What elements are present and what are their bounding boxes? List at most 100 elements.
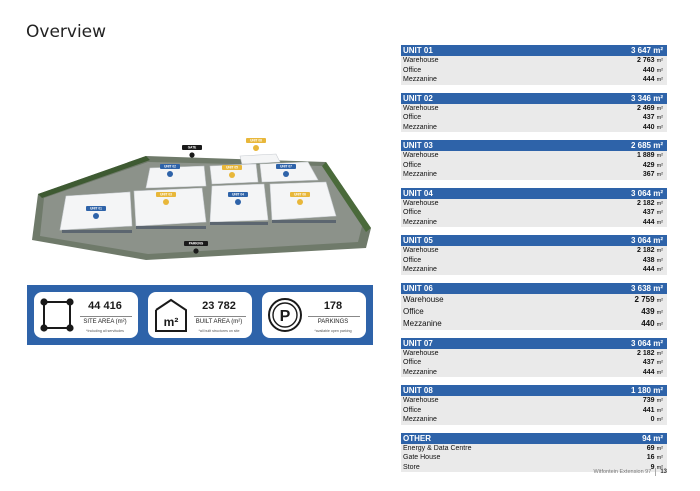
divider (194, 316, 246, 317)
unit-card-04: UNIT 04 3 064 m² Warehouse 2 182 m² Office 4… (401, 187, 667, 227)
unit-row: Gate House 16 m² (401, 453, 667, 463)
unit-name: UNIT 04 (403, 188, 433, 198)
unit-total: 1 180 (630, 386, 651, 395)
unit-row: Mezzanine 444 m² (401, 75, 667, 85)
unit-total-unit: m² (653, 141, 663, 150)
unit-row: Warehouse 2 469 m² (401, 104, 667, 114)
unit-row: Office 429 m² (401, 161, 667, 171)
page-title: Overview (26, 22, 107, 42)
marker-label-unit-03: UNIT 03 (160, 193, 172, 197)
row-label: Mezzanine (403, 368, 437, 376)
unit-card-01: UNIT 01 3 647 m² Warehouse 2 763 m² Office 4… (401, 45, 667, 85)
row-value: 2 763 (637, 57, 655, 65)
unit-name: UNIT 07 (403, 338, 433, 348)
row-label: Warehouse (403, 397, 439, 405)
building-unit-08 (239, 153, 281, 165)
page-footer: Witfontein Extension 97 13 (594, 468, 667, 476)
row-unit: m² (656, 310, 663, 316)
unit-card-03: UNIT 03 2 685 m² Warehouse 1 889 m² Office 4… (401, 140, 667, 180)
unit-row: Warehouse 2 182 m² (401, 199, 667, 209)
row-value: 16 (646, 454, 655, 462)
row-label: Office (403, 359, 422, 367)
row-label: Mezzanine (403, 319, 442, 328)
row-value: 2 182 (637, 247, 655, 255)
unit-total: 3 064 (630, 188, 651, 198)
row-unit: m² (656, 200, 663, 207)
unit-row: Mezzanine 367 m² (401, 170, 667, 180)
building-unit-03 (145, 165, 207, 189)
row-label: Office (403, 161, 422, 169)
unit-total: 3 346 (630, 93, 651, 103)
parkings-note: *available open parking (314, 329, 352, 333)
row-label: Warehouse (403, 152, 439, 160)
unit-row: Mezzanine 444 m² (401, 368, 667, 378)
row-unit: m² (656, 407, 663, 414)
row-unit: m² (656, 322, 663, 328)
row-value: 429 (642, 161, 655, 169)
parking-marker-label: PARKING (189, 242, 204, 246)
built-area-value: 23 782 (202, 300, 236, 312)
row-unit: m² (656, 257, 663, 264)
unit-total: 3 064 (630, 338, 651, 348)
unit-name: UNIT 06 (403, 283, 433, 293)
unit-row: Office 437 m² (401, 113, 667, 123)
row-value: 0 (650, 416, 655, 424)
built-area-note: *all built structures on site (198, 329, 240, 333)
page-number: 13 (660, 469, 667, 475)
divider (80, 316, 132, 317)
row-unit: m² (656, 172, 663, 179)
unit-total-unit: m² (653, 93, 663, 103)
building-unit-02 (133, 187, 207, 227)
row-label: Energy & Data Centre (403, 444, 472, 452)
unit-row: Warehouse 739 m² (401, 396, 667, 406)
unit-total-unit: m² (653, 386, 663, 395)
unit-row: Energy & Data Centre 69 m² (401, 444, 667, 454)
row-unit: m² (656, 210, 663, 217)
building-unit-07 (259, 161, 319, 183)
row-value: 439 (641, 307, 655, 316)
row-unit: m² (656, 464, 663, 471)
row-unit: m² (656, 398, 663, 405)
built-area-label: BUILT AREA (m²) (195, 319, 243, 325)
row-value: 440 (641, 319, 655, 328)
unit-name: UNIT 03 (403, 141, 433, 150)
unit-row: Office 440 m² (401, 66, 667, 76)
unit-card-06: UNIT 06 3 638 m² Warehouse 2 759 m² Office 4… (401, 282, 667, 330)
site-area-note: *Including all servitudes (86, 329, 124, 333)
unit-area-schedule: UNIT 01 3 647 m² Warehouse 2 763 m² Office 4… (401, 45, 667, 472)
unit-row: Office 438 m² (401, 256, 667, 266)
unit-total: 3 064 (630, 236, 651, 245)
unit-name: OTHER (403, 433, 431, 443)
row-label: Warehouse (403, 57, 439, 65)
unit-row: Mezzanine 0 m² (401, 415, 667, 425)
row-unit: m² (656, 162, 663, 169)
row-unit: m² (656, 67, 663, 74)
unit-header: UNIT 05 3 064 m² (401, 235, 667, 246)
row-value: 1 889 (637, 152, 655, 160)
row-label: Mezzanine (403, 218, 437, 226)
unit-total-unit: m² (653, 338, 663, 348)
marker-label-unit-05: UNIT 05 (226, 166, 238, 170)
parkings-value: 178 (323, 300, 343, 312)
row-value: 440 (642, 66, 655, 74)
unit-card-02: UNIT 02 3 346 m² Warehouse 2 469 m² Office 4… (401, 92, 667, 132)
gate-marker-label: GATE (188, 146, 197, 150)
row-value: 367 (642, 171, 655, 179)
unit-header: UNIT 04 3 064 m² (401, 187, 667, 199)
row-unit: m² (656, 153, 663, 160)
unit-name: UNIT 05 (403, 236, 433, 245)
row-unit: m² (656, 124, 663, 131)
marker-label-unit-04: UNIT 04 (232, 193, 244, 197)
row-label: Office (403, 307, 424, 316)
m2-icon-text: m² (164, 315, 179, 329)
stat-built-area: m² 23 782 BUILT AREA (m²) *all built str… (148, 292, 252, 338)
unit-row: Warehouse 2 182 m² (401, 246, 667, 256)
row-unit: m² (656, 248, 663, 255)
row-value: 444 (642, 368, 655, 376)
unit-total: 94 (642, 433, 651, 443)
row-unit: m² (656, 115, 663, 122)
unit-total: 2 685 (630, 141, 651, 150)
site-area-icon (38, 295, 76, 335)
row-value: 444 (642, 266, 655, 274)
row-value: 69 (646, 444, 655, 452)
